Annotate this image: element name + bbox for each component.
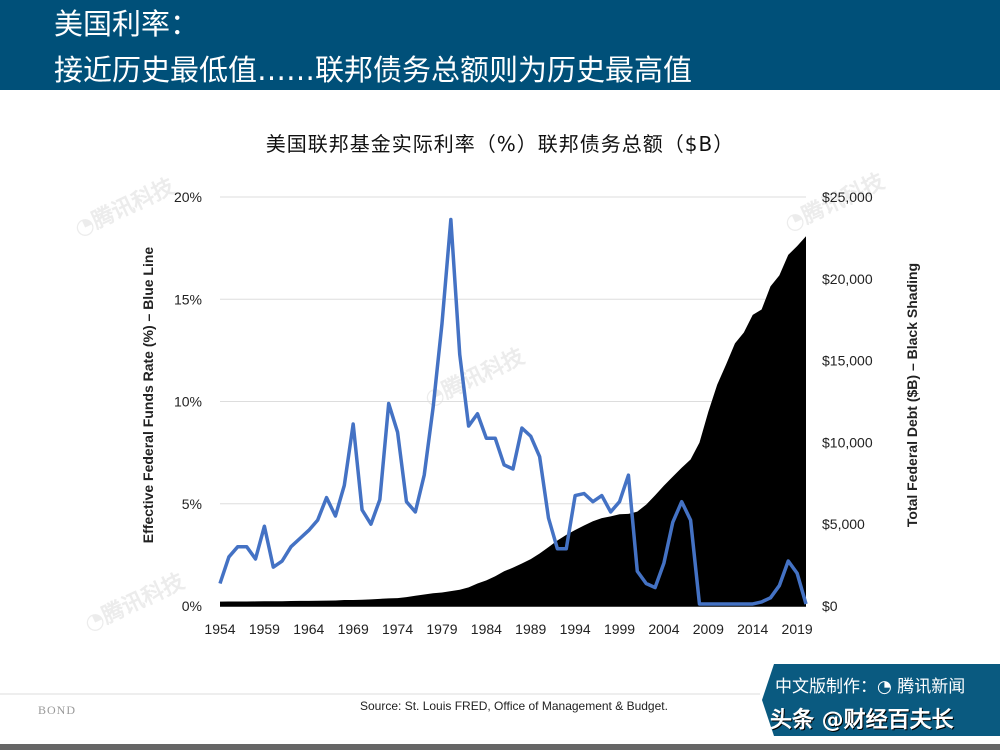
right-tick-label: $0 <box>822 598 838 614</box>
right-tick-label: $5,000 <box>822 516 865 532</box>
right-tick-label: $25,000 <box>822 189 873 205</box>
x-tick-label: 1974 <box>382 621 413 637</box>
header-band: 美国利率： 接近历史最低值……联邦债务总额则为历史最高值 <box>0 0 1000 90</box>
left-axis-label: Effective Federal Funds Rate (%) – Blue … <box>140 246 156 544</box>
right-tick-label: $20,000 <box>822 271 873 287</box>
x-tick-label: 1999 <box>604 621 635 637</box>
x-tick-label: 1959 <box>249 621 280 637</box>
credit-badge <box>762 664 1000 736</box>
x-tick-label: 1964 <box>293 621 324 637</box>
left-tick-label: 5% <box>182 496 202 512</box>
left-tick-label: 0% <box>182 598 202 614</box>
chart-title: 美国联邦基金实际利率（%）联邦债务总额（$B） <box>265 132 735 156</box>
x-tick-label: 2014 <box>737 621 768 637</box>
x-tick-label: 1994 <box>560 621 591 637</box>
debt-area <box>220 236 806 606</box>
x-tick-label: 1989 <box>515 621 546 637</box>
slide-title-line2: 接近历史最低值……联邦债务总额则为历史最高值 <box>54 53 693 87</box>
left-tick-label: 10% <box>174 394 202 410</box>
bottom-bar <box>0 744 1000 750</box>
badge-line2: 头条 @财经百夫长 <box>770 708 954 733</box>
x-tick-label: 1984 <box>471 621 502 637</box>
x-tick-label: 2019 <box>782 621 813 637</box>
left-tick-label: 15% <box>174 291 202 307</box>
x-tick-label: 1969 <box>338 621 369 637</box>
brand-logo: BOND <box>38 703 77 717</box>
x-tick-label: 1954 <box>204 621 235 637</box>
slide-title-line1: 美国利率： <box>54 7 200 41</box>
right-tick-label: $15,000 <box>822 353 873 369</box>
x-tick-label: 2009 <box>693 621 724 637</box>
x-tick-label: 1979 <box>426 621 457 637</box>
left-tick-label: 20% <box>174 189 202 205</box>
source-note: Source: St. Louis FRED, Office of Manage… <box>360 699 668 713</box>
badge-line1: 中文版制作：◔ 腾讯新闻 <box>775 677 966 697</box>
x-tick-label: 2004 <box>648 621 679 637</box>
right-tick-label: $10,000 <box>822 434 873 450</box>
footer-divider <box>0 693 760 695</box>
right-axis-label: Total Federal Debt ($B) – Black Shading <box>904 262 920 528</box>
